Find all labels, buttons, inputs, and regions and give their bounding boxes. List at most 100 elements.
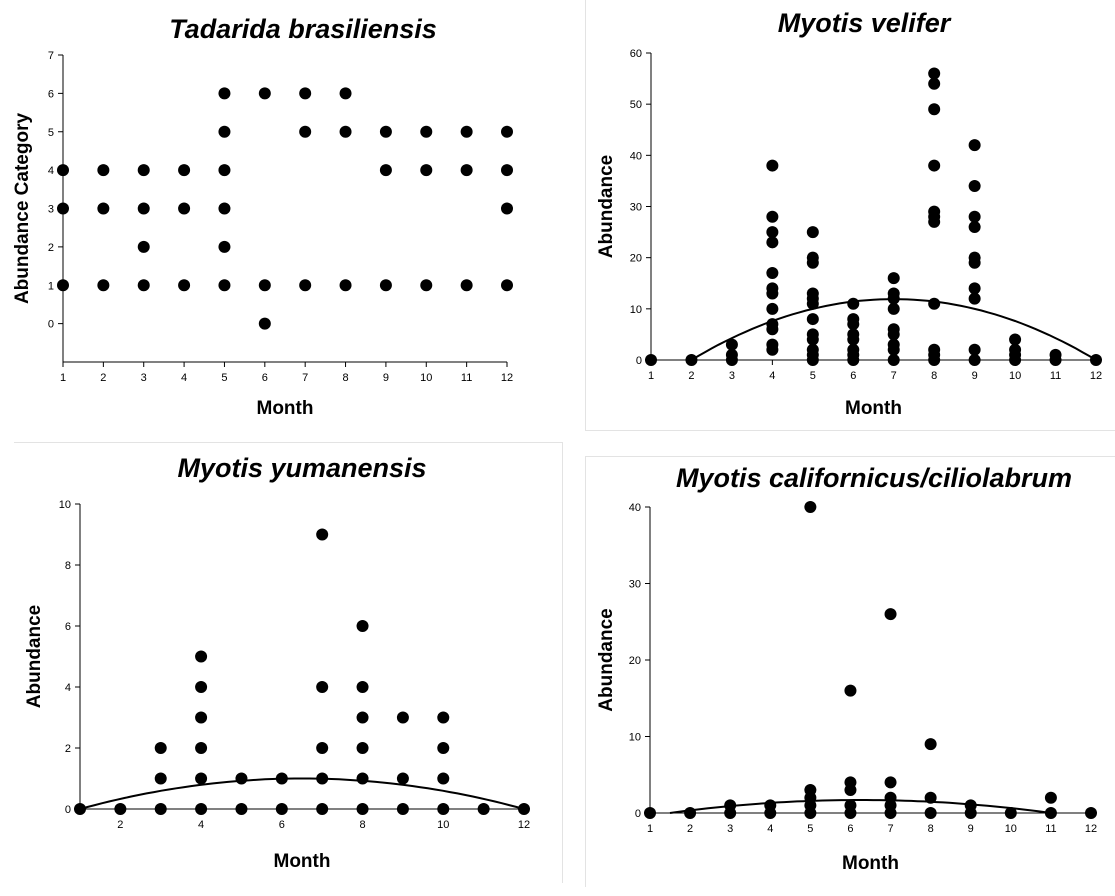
data-point <box>1009 354 1022 366</box>
data-point <box>766 267 779 280</box>
data-point <box>275 803 288 815</box>
data-point <box>258 317 271 330</box>
chart-panel-velifer: Myotis velifer 1 2 3 4 5 6 7 8 9 10 11 12 0 10 20 30 40 50… <box>585 0 1115 431</box>
data-point <box>968 354 981 366</box>
x-tick-label: 8 <box>342 372 348 384</box>
data-point <box>924 738 937 751</box>
data-point <box>195 772 208 785</box>
data-point <box>847 354 860 366</box>
data-point <box>766 159 779 172</box>
data-point <box>437 772 450 785</box>
data-point <box>195 650 208 663</box>
data-point <box>968 220 981 233</box>
data-point <box>928 215 941 228</box>
data-point <box>437 803 450 815</box>
data-point <box>884 776 897 789</box>
data-point <box>137 202 150 215</box>
x-tick-label: 8 <box>931 370 937 382</box>
y-axis-label: Abundance <box>596 155 617 258</box>
data-point <box>844 784 857 797</box>
data-point <box>806 313 819 326</box>
data-point <box>725 338 738 351</box>
y-tick-label: 3 <box>48 204 54 216</box>
y-tick-label: 60 <box>630 48 642 60</box>
y-axis-label: Abundance <box>24 605 45 708</box>
data-point <box>1044 807 1057 819</box>
chart-panel-tadarida: Tadarida brasiliensis 1 2 3 4 5 6 7 8 9 10 11 12 0 1 2 3… <box>0 0 548 422</box>
x-tick-label: 2 <box>100 372 106 384</box>
data-point <box>887 272 900 285</box>
data-point <box>379 125 392 138</box>
data-point <box>437 711 450 724</box>
x-tick-label: 12 <box>1085 823 1097 835</box>
data-point <box>968 282 981 295</box>
x-tick-label: 4 <box>198 819 204 831</box>
data-point <box>57 202 69 215</box>
x-tick-label: 5 <box>221 372 227 384</box>
data-point <box>644 807 656 819</box>
data-point <box>178 279 191 292</box>
data-point <box>684 807 697 819</box>
data-point <box>928 103 941 116</box>
x-tick-label: 12 <box>518 819 530 831</box>
x-tick-label: 2 <box>117 819 123 831</box>
data-point <box>379 279 392 292</box>
data-point <box>154 772 167 785</box>
data-point <box>1049 354 1062 366</box>
x-tick-label: 5 <box>807 823 813 835</box>
data-point <box>316 742 329 754</box>
data-point <box>766 343 779 356</box>
data-point <box>420 164 433 177</box>
x-axis-label: Month <box>274 851 331 872</box>
x-tick-label: 11 <box>461 372 472 384</box>
data-point <box>299 87 312 100</box>
chart-svg: Myotis yumanensis 2 4 6 8 10 12 0 2 4 6 8 10 Month Abu… <box>24 453 530 872</box>
data-point <box>685 354 698 366</box>
data-point <box>195 803 208 815</box>
x-tick-label: 2 <box>688 370 694 382</box>
y-axis-label: Abundance Category <box>12 113 33 305</box>
data-point <box>1090 354 1102 366</box>
y-tick-label: 40 <box>630 150 642 162</box>
x-tick-label: 9 <box>972 370 978 382</box>
x-tick-label: 10 <box>437 819 449 831</box>
data-point <box>518 803 530 815</box>
data-point <box>218 164 231 177</box>
y-tick-label: 4 <box>65 682 71 694</box>
y-tick-label: 20 <box>630 253 642 265</box>
x-axis-label: Month <box>842 853 899 874</box>
y-tick-label: 1 <box>48 280 54 292</box>
data-point <box>804 807 817 819</box>
data-point <box>924 807 937 819</box>
y-tick-label: 50 <box>630 99 642 111</box>
data-point <box>299 125 312 138</box>
data-point <box>1085 807 1097 819</box>
data-point <box>460 125 473 138</box>
data-point <box>178 202 191 215</box>
data-point <box>968 139 981 152</box>
y-tick-label: 30 <box>630 202 642 214</box>
data-point <box>766 210 779 223</box>
data-point <box>804 501 817 513</box>
data-point <box>218 202 231 215</box>
x-axis-label: Month <box>257 398 314 419</box>
chart-title: Myotis yumanensis <box>177 453 426 483</box>
data-point <box>195 681 208 693</box>
data-point <box>114 803 127 815</box>
x-tick-label: 10 <box>1009 370 1021 382</box>
x-tick-label: 12 <box>501 372 513 384</box>
data-point <box>928 67 941 80</box>
data-point <box>339 279 352 292</box>
data-point <box>847 333 860 346</box>
data-point <box>97 202 110 215</box>
data-point <box>396 803 409 815</box>
data-point <box>928 297 941 310</box>
data-point <box>57 164 69 177</box>
x-tick-label: 2 <box>687 823 693 835</box>
data-point <box>316 803 329 815</box>
data-point <box>195 742 208 754</box>
data-point <box>57 279 69 292</box>
data-point <box>97 164 110 177</box>
data-point <box>420 125 433 138</box>
x-tick-label: 1 <box>60 372 66 384</box>
